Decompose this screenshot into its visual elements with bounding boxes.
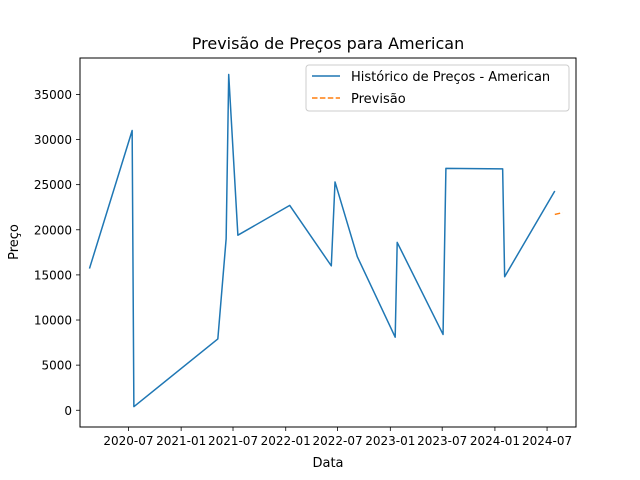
y-tick-label: 20000	[34, 223, 72, 237]
chart-title: Previsão de Preços para American	[192, 34, 464, 53]
y-tick-label: 10000	[34, 314, 72, 328]
x-tick-label: 2023-01	[365, 434, 415, 448]
legend: Histórico de Preços - American Previsão	[305, 64, 570, 112]
x-tick-label: 2023-07	[417, 434, 467, 448]
y-tick-label: 35000	[34, 88, 72, 102]
x-axis-label: Data	[312, 456, 343, 471]
x-tick-label: 2021-01	[156, 434, 206, 448]
y-tick-label: 30000	[34, 133, 72, 147]
y-tick-label: 5000	[41, 359, 72, 373]
series-layer	[88, 73, 563, 408]
y-tick-label: 15000	[34, 268, 72, 282]
x-tick-label: 2024-07	[522, 434, 572, 448]
y-tick-label: 0	[64, 404, 72, 418]
x-tick-label: 2021-07	[208, 434, 258, 448]
series-line-previsao	[554, 211, 563, 216]
legend-label-historico: Histórico de Preços - American	[351, 70, 550, 85]
y-axis-label: Preço	[7, 224, 22, 260]
x-tick-label: 2020-07	[103, 434, 153, 448]
x-tick-label: 2022-01	[261, 434, 311, 448]
x-tick-label: 2022-07	[313, 434, 363, 448]
plot-frame	[79, 57, 577, 428]
series-line-historico	[88, 73, 556, 408]
legend-label-previsao: Previsão	[351, 92, 406, 107]
y-tick-label: 25000	[34, 178, 72, 192]
x-tick-label: 2024-01	[470, 434, 520, 448]
axes-layer: 2020-07 2021-01 2021-07 2022-01 2022-07 2023-…	[34, 88, 572, 448]
legend-box	[305, 64, 570, 112]
